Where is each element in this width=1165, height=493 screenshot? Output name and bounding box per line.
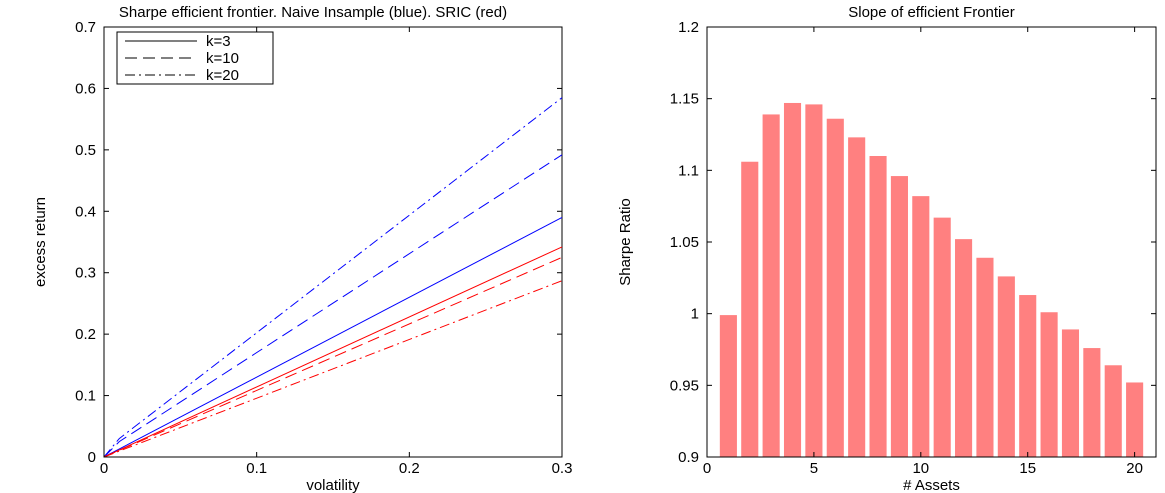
slope-bar-4: [783, 102, 802, 457]
slope-bar-20: [1126, 382, 1144, 457]
frontier-series-0: [103, 216, 563, 458]
frontier-axes-box: [103, 26, 563, 458]
frontier-legend-label-1: k=10: [206, 50, 239, 67]
slope-bar-5: [805, 104, 823, 458]
slope-ytick-label-3: 1.05: [670, 234, 699, 251]
slope-bar-11: [933, 217, 951, 457]
frontier-xtick-label-2: 0.2: [399, 460, 420, 477]
slope-xtick-label-2: 10: [912, 460, 929, 477]
slope-bar-3: [762, 114, 780, 457]
frontier-x-axis-label: volatility: [306, 477, 360, 493]
slope-ytick-label-2: 1: [691, 306, 699, 323]
frontier-ytick-label-4: 0.4: [75, 203, 96, 220]
slope-ytick-label-4: 1.1: [678, 162, 699, 179]
slope-ytick-label-6: 1.2: [678, 19, 699, 36]
frontier-chart-title: Sharpe efficient frontier. Naive Insampl…: [119, 4, 507, 21]
slope-ytick-label-5: 1.15: [670, 91, 699, 108]
frontier-legend-label-0: k=3: [206, 33, 231, 50]
slope-y-axis-label: Sharpe Ratio: [617, 198, 634, 286]
slope-bar-13: [976, 257, 994, 457]
slope-ytick-label-0: 0.9: [678, 449, 699, 466]
slope-bar-6: [826, 118, 844, 457]
frontier-ytick-label-7: 0.7: [75, 19, 96, 36]
frontier-plot-area: 0 0.1 0.2 0.3 0 0.1 0.2 0.3 0.4 0.5 0.6 0.7: [75, 19, 572, 477]
slope-xtick-label-3: 15: [1019, 460, 1036, 477]
slope-bar-16: [1040, 312, 1058, 457]
frontier-series-3: [103, 246, 563, 458]
slope-bar-19: [1104, 365, 1122, 457]
slope-plot-area: 0 5 10 15 20 0.9 0.95 1 1.05 1.1 1.15 1.2: [670, 19, 1157, 477]
slope-bar-1: [719, 315, 737, 457]
frontier-legend-label-2: k=20: [206, 67, 239, 84]
frontier-xtick-label-0: 0: [100, 460, 108, 477]
frontier-xtick-label-3: 0.3: [552, 460, 573, 477]
slope-bar-9: [890, 176, 908, 458]
frontier-ytick-label-6: 0.6: [75, 80, 96, 97]
frontier-ytick-label-1: 0.1: [75, 388, 96, 405]
slope-ytick-label-1: 0.95: [670, 377, 699, 394]
frontier-series-1: [103, 154, 563, 458]
slope-xtick-label-4: 20: [1126, 460, 1143, 477]
slope-bar-8: [869, 156, 887, 457]
frontier-series-2: [103, 97, 563, 458]
frontier-legend-box: [116, 31, 274, 85]
frontier-ytick-label-3: 0.3: [75, 265, 96, 282]
frontier-chart: Sharpe efficient frontier. Naive Insampl…: [32, 4, 572, 493]
slope-chart: Slope of efficient Frontier 0 5 10 15 200.90…: [617, 4, 1157, 493]
slope-x-axis-label: # Assets: [903, 477, 960, 493]
frontier-series-4: [103, 256, 563, 458]
frontier-legend: k=3k=10k=20: [116, 31, 274, 85]
slope-bar-15: [1019, 295, 1037, 457]
slope-bar-17: [1061, 329, 1080, 457]
frontier-series-5: [103, 280, 563, 458]
slope-xtick-label-0: 0: [703, 460, 711, 477]
frontier-ytick-label-2: 0.2: [75, 326, 96, 343]
frontier-y-axis-label: excess return: [32, 197, 49, 287]
slope-bar-18: [1083, 348, 1101, 457]
frontier-ytick-label-5: 0.5: [75, 142, 96, 159]
slope-xtick-label-1: 5: [810, 460, 818, 477]
slope-chart-title: Slope of efficient Frontier: [848, 4, 1014, 21]
slope-bar-7: [848, 137, 866, 457]
slope-bar-12: [955, 239, 973, 457]
frontier-xtick-label-1: 0.1: [246, 460, 267, 477]
frontier-ytick-label-0: 0: [88, 449, 96, 466]
slope-bar-14: [997, 276, 1015, 457]
slope-bar-10: [912, 196, 930, 457]
slope-bar-2: [741, 161, 759, 457]
